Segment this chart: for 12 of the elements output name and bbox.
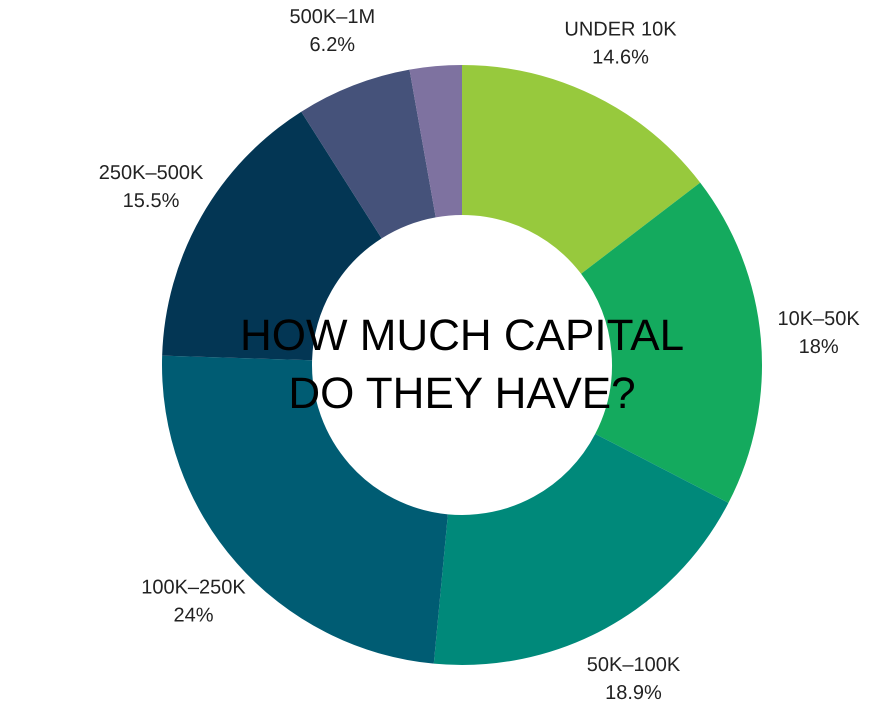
data-label: 18.9% xyxy=(605,682,662,704)
slice-label: 100K–250K xyxy=(141,576,246,598)
data-label: 18% xyxy=(798,336,839,358)
slice-label: 10K–50K xyxy=(777,308,860,330)
slice-label: UNDER 10K xyxy=(564,18,678,41)
slice-label: 50K–100K xyxy=(586,654,681,676)
data-label: 6.2% xyxy=(310,34,356,56)
slice-label: 250K–500K xyxy=(98,162,204,184)
data-label: 24% xyxy=(173,604,214,626)
data-label: 15.5% xyxy=(122,190,180,212)
slice-label: 500K–1M xyxy=(289,6,376,28)
data-label: 14.6% xyxy=(592,46,650,69)
